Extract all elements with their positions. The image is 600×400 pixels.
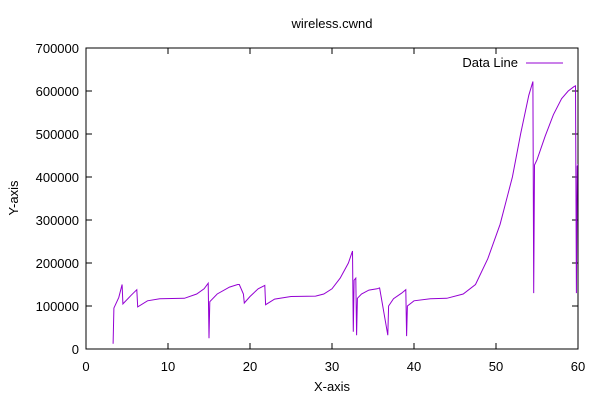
x-tick-label: 50 [489,359,503,374]
y-axis-ticks: 0 100000 200000 300000 400000 500000 600000 700… [36,41,578,357]
chart-title: wireless.cwnd [291,16,373,31]
y-tick-label: 600000 [36,84,79,99]
x-tick-label: 30 [325,359,339,374]
y-tick-label: 500000 [36,127,79,142]
y-axis-label: Y-axis [6,180,21,215]
y-tick-label: 100000 [36,299,79,314]
x-axis-label: X-axis [314,379,351,394]
x-tick-label: 20 [243,359,257,374]
series-layer [112,81,578,344]
plot-frame [85,47,579,350]
legend: Data Line [462,55,563,70]
y-tick-label: 300000 [36,213,79,228]
legend-label: Data Line [462,55,518,70]
x-tick-label: 0 [82,359,89,374]
x-tick-label: 10 [161,359,175,374]
series-line [112,81,578,344]
y-tick-label: 700000 [36,41,79,56]
y-tick-label: 400000 [36,170,79,185]
y-tick-label: 0 [72,342,79,357]
x-tick-label: 40 [407,359,421,374]
y-tick-label: 200000 [36,256,79,271]
x-axis-ticks: 0 10 20 30 40 50 60 [82,48,585,374]
x-tick-label: 60 [571,359,585,374]
